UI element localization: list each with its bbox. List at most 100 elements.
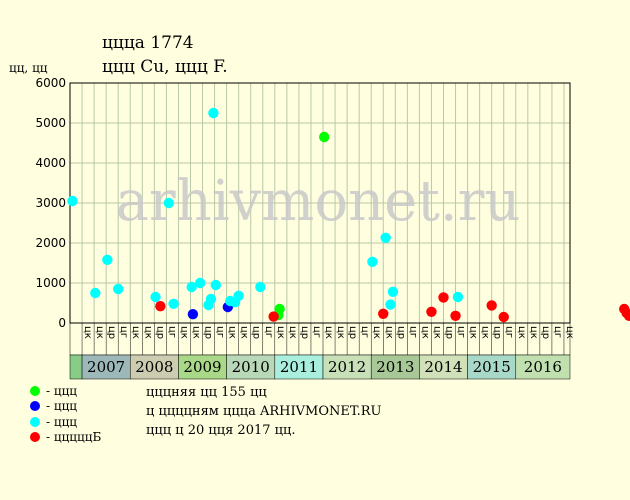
quarter-label: цк	[335, 326, 346, 339]
year-label: 2009	[183, 358, 221, 376]
quarter-label: цр	[251, 326, 262, 339]
quarter-label: цк	[94, 326, 105, 339]
year-label: 2015	[473, 358, 511, 376]
y-tick-label: 1000	[35, 276, 66, 290]
quarter-label: цк	[227, 326, 238, 339]
quarter-label: цг	[263, 326, 274, 338]
quarter-label: цг	[407, 326, 418, 338]
year-cell	[370, 354, 420, 380]
data-point	[438, 292, 449, 303]
y-tick-label: 5000	[35, 116, 66, 130]
quarter-label: цк	[130, 326, 141, 339]
data-point	[450, 310, 461, 321]
note-line-2: ц ццццням ццца ARHIVMONET.RU	[146, 404, 382, 419]
quarter-label: цк	[142, 326, 153, 339]
data-point	[274, 303, 285, 315]
quarter-label: цр	[492, 326, 503, 339]
data-point	[210, 279, 221, 291]
data-point	[90, 287, 101, 299]
year-cell	[419, 354, 468, 380]
quarter-label: цг	[504, 326, 515, 338]
quarter-label: цк	[528, 326, 539, 339]
data-point	[194, 277, 206, 289]
y-axis-label: цц, цц	[9, 61, 48, 75]
year-label: 2016	[524, 358, 562, 376]
notes: цццняя цц 155 цц ц ццццням ццца ARHIVMON…	[146, 383, 382, 440]
quarter-label: цк	[371, 326, 382, 339]
data-point	[67, 195, 78, 207]
quarter-label: цр	[154, 326, 165, 339]
legend-cyan-dot	[30, 416, 40, 427]
legend-label: - цццццБ	[46, 430, 102, 445]
quarter-label: цг	[552, 326, 563, 338]
data-point	[112, 283, 124, 295]
quarter-label: цг	[311, 326, 322, 338]
quarter-label: цг	[215, 326, 226, 338]
y-tick-label: 2000	[35, 236, 66, 250]
quarter-label: цк	[516, 326, 527, 339]
quarter-label: цк	[419, 326, 430, 339]
legend-label: - ццц	[46, 414, 78, 429]
y-tick-label: 0	[58, 316, 66, 330]
legend-blue-dot	[30, 401, 40, 412]
legend-item-red: - цццццБ	[30, 430, 101, 446]
y-tick-label: 3000	[35, 196, 66, 210]
note-line-1: цццняя цц 155 цц	[146, 385, 267, 400]
chart-subtitle: ццц Cu, ццц F.	[102, 57, 228, 77]
quarter-label: цк	[323, 326, 334, 339]
quarter-label: цг	[456, 326, 467, 338]
legend-item-cyan: - ццц	[30, 414, 101, 430]
data-point	[155, 301, 166, 312]
data-point	[378, 308, 389, 319]
data-point	[233, 290, 244, 301]
data-point	[623, 310, 630, 321]
y-tick-label: 6000	[35, 76, 66, 90]
data-point	[498, 311, 509, 323]
quarter-label: цр	[347, 326, 358, 339]
legend-item-green: - ццц	[30, 383, 101, 399]
legend-label: - ццц	[46, 383, 78, 398]
year-label: 2014	[424, 358, 462, 376]
quarter-label: цк	[431, 326, 442, 339]
quarter-label: цк	[468, 326, 479, 339]
year-label: 2008	[135, 358, 173, 376]
year-cell	[178, 354, 227, 380]
legend-red-dot	[30, 432, 40, 443]
year-label: 2011	[280, 358, 318, 376]
quarter-label: цк	[178, 326, 189, 339]
quarter-label: цк	[287, 326, 298, 339]
year-cell	[69, 354, 83, 380]
year-label: 2013	[376, 358, 414, 376]
data-point	[367, 256, 378, 267]
data-point	[387, 286, 399, 297]
quarter-label: цг	[359, 326, 370, 338]
legend-green-dot	[30, 385, 40, 396]
year-cell	[129, 354, 179, 380]
watermark: arhivmonet.ru	[116, 169, 521, 234]
data-point	[426, 306, 437, 317]
quarter-label: цк	[383, 326, 394, 339]
legend-item-blue: - ццц	[30, 399, 101, 415]
y-tick-label: 4000	[35, 156, 66, 170]
quarter-label: цр	[299, 326, 310, 339]
quarter-label: цг	[166, 326, 177, 338]
quarter-label: цр	[540, 326, 551, 339]
quarter-label: цк	[190, 326, 201, 339]
year-label: 2012	[328, 358, 366, 376]
data-point	[187, 309, 199, 320]
quarter-label: цр	[395, 326, 406, 339]
data-point	[150, 291, 161, 303]
quarter-label: цр	[106, 326, 117, 339]
data-point	[255, 281, 266, 293]
quarter-label: цр	[203, 326, 214, 339]
quarter-label: цр	[443, 326, 454, 339]
year-cell	[515, 354, 571, 380]
note-line-3: ццц ц 20 цця 2017 цц.	[146, 423, 296, 438]
data-point	[486, 300, 497, 311]
data-point	[380, 232, 391, 243]
year-label: 2007	[87, 358, 125, 376]
data-point	[452, 291, 464, 303]
data-point	[186, 281, 197, 293]
legend: - ццц - ццц - ццц - цццццБ	[30, 383, 101, 445]
